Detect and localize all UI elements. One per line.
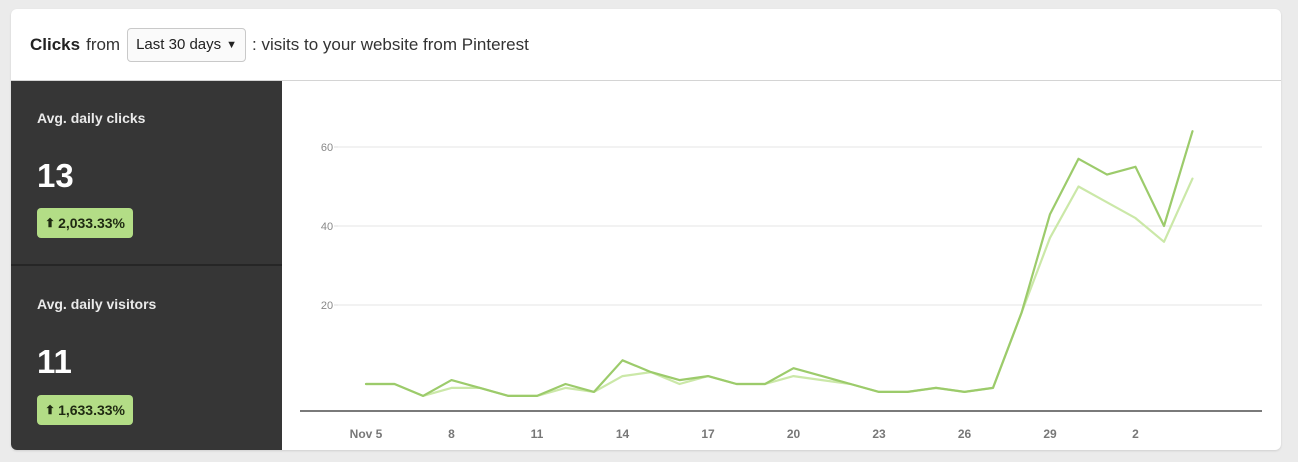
x-tick-label: 17 (701, 427, 715, 441)
change-badge: ⬆ 2,033.33% (37, 208, 134, 238)
visitors-series-line (364, 177, 1194, 397)
arrow-up-icon: ⬆ (45, 403, 56, 417)
x-tick-label: 14 (616, 427, 630, 441)
x-tick-label: 20 (787, 427, 801, 441)
stat-label: Avg. daily clicks (37, 110, 146, 126)
x-tick-label: 29 (1043, 427, 1057, 441)
stat-avg-daily-visitors[interactable]: Avg. daily visitors 11 ⬆ 1,633.33% (11, 266, 282, 450)
clicks-card: Clicks from Last 30 days ▼ : visits to y… (11, 9, 1281, 450)
change-percent: 1,633.33% (58, 402, 126, 418)
y-tick-label: 60 (321, 142, 333, 154)
card-subtitle: : visits to your website from Pinterest (252, 34, 529, 54)
clicks-series-line (364, 130, 1194, 397)
x-tick-label: 11 (531, 427, 544, 441)
from-text: from (86, 34, 121, 54)
x-tick-label: 2 (1132, 427, 1139, 441)
date-range-label: Last 30 days (136, 36, 222, 53)
stats-sidebar: Avg. daily clicks 13 ⬆ 2,033.33% Avg. da… (11, 81, 282, 450)
arrow-up-icon: ⬆ (45, 216, 56, 230)
chart-svg: 20 40 60 Nov 5 8 11 14 17 20 23 26 29 2 (300, 130, 1262, 441)
stat-label: Avg. daily visitors (37, 296, 157, 312)
stat-value: 13 (37, 157, 74, 194)
y-tick-label: 40 (321, 221, 333, 233)
card-header: Clicks from Last 30 days ▼ : visits to y… (11, 9, 1281, 81)
x-tick-label: 26 (958, 427, 972, 441)
y-tick-label: 20 (321, 300, 333, 312)
date-range-dropdown[interactable]: Last 30 days ▼ (127, 27, 247, 62)
x-tick-label: 8 (448, 427, 455, 441)
change-percent: 2,033.33% (58, 215, 126, 231)
line-chart: 20 40 60 Nov 5 8 11 14 17 20 23 26 29 2 (282, 81, 1281, 450)
change-badge: ⬆ 1,633.33% (37, 395, 134, 425)
x-tick-label: Nov 5 (350, 427, 383, 441)
stat-avg-daily-clicks[interactable]: Avg. daily clicks 13 ⬆ 2,033.33% (11, 81, 282, 266)
x-tick-label: 23 (872, 427, 886, 441)
caret-down-icon: ▼ (226, 38, 238, 51)
card-title: Clicks (30, 34, 81, 54)
stat-value: 11 (37, 343, 72, 380)
